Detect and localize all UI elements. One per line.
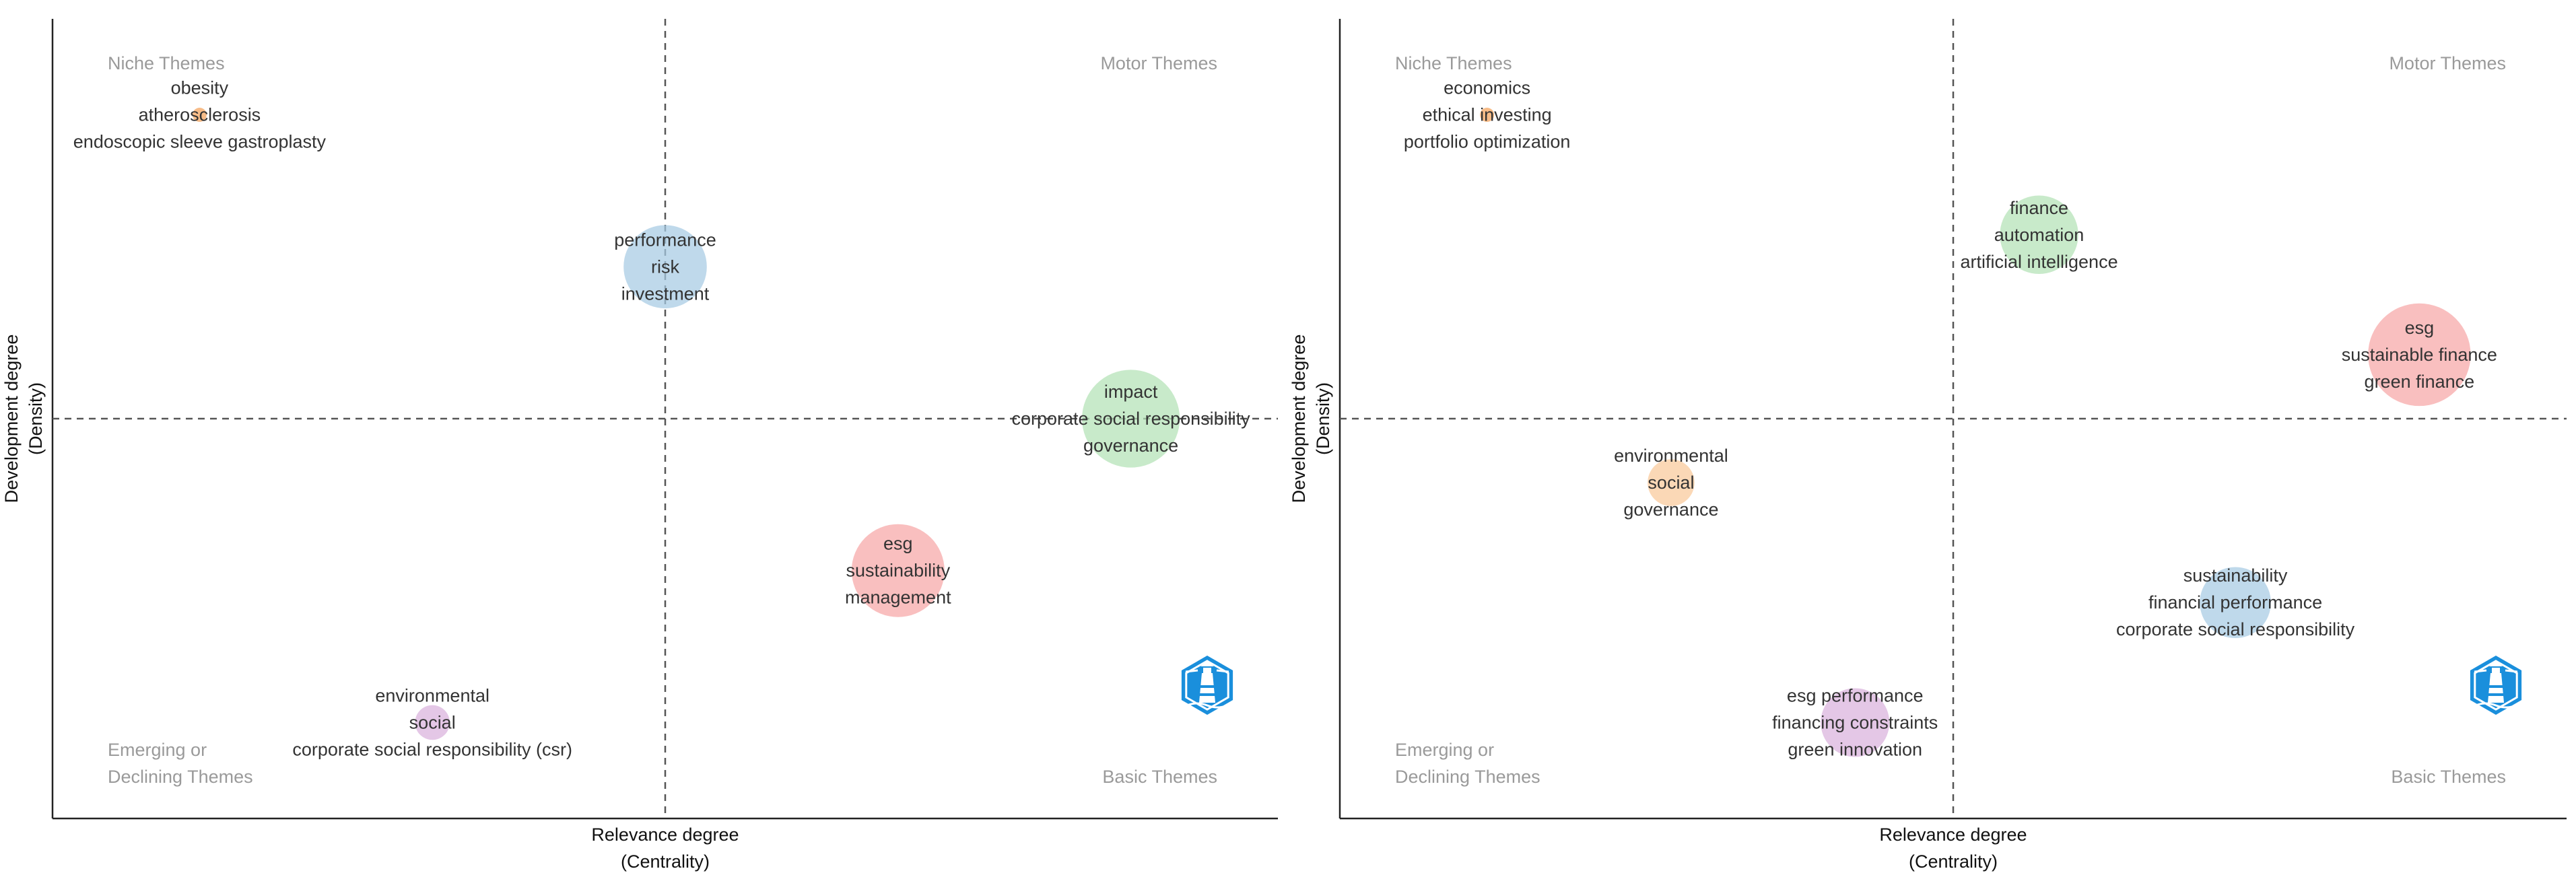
quadrant-label-emerging-declining: Emerging or Declining Themes — [108, 740, 253, 787]
quadrant-label-emerging-declining: Emerging or Declining Themes — [1395, 740, 1540, 787]
cluster-bubble — [1821, 688, 1890, 757]
cluster-bubble — [1480, 108, 1495, 123]
thematic-map-panel-1: Niche Themes Motor Themes Emerging or Decli… — [1, 19, 1278, 872]
cluster-bubble — [2000, 195, 2078, 274]
cluster-bubble — [623, 225, 707, 309]
cluster-label: performance risk investment — [614, 230, 716, 304]
cluster-label: esg performance financing constraints gree… — [1772, 685, 1938, 759]
cluster-label: environmental social governance — [1614, 446, 1728, 520]
cluster-label: economics ethical investing portfolio opti… — [1404, 78, 1571, 152]
cluster-label: environmental social corporate social resp… — [292, 685, 572, 759]
quadrant-label-motor: Motor Themes — [1100, 53, 1217, 73]
quadrant-label-basic: Basic Themes — [2391, 767, 2506, 787]
cluster-bubble — [2368, 303, 2471, 407]
cluster-bubble — [851, 524, 945, 617]
cluster-label: sustainability financial performance corpo… — [2116, 565, 2355, 639]
y-axis-title: Development degree (Density) — [1, 335, 46, 503]
cluster-label: obesity atherosclerosis endoscopic sleeve … — [73, 78, 327, 152]
cluster-label: impact corporate social responsibility gov… — [1012, 382, 1251, 456]
thematic-map-panel-2: Niche Themes Motor Themes Emerging or Decli… — [1289, 19, 2567, 872]
cluster-label: esg sustainable finance green finance — [2342, 318, 2497, 392]
cluster-bubble — [1648, 459, 1695, 506]
y-axis-title: Development degree (Density) — [1289, 335, 1333, 503]
cluster-label: esg sustainability management — [845, 534, 951, 608]
cluster-bubble — [2200, 567, 2271, 639]
cluster-bubble — [1082, 370, 1180, 468]
quadrant-label-motor: Motor Themes — [2389, 53, 2506, 73]
cluster-bubble — [192, 108, 207, 123]
quadrant-label-niche: Niche Themes — [108, 53, 225, 73]
quadrant-label-niche: Niche Themes — [1395, 53, 1512, 73]
x-axis-title: Relevance degree (Centrality) — [1879, 825, 2027, 872]
cluster-bubble — [415, 705, 450, 740]
quadrant-label-basic: Basic Themes — [1102, 767, 1217, 787]
lighthouse-icon — [1181, 656, 1233, 715]
cluster-label: finance automation artificial intelligence — [1960, 198, 2117, 272]
lighthouse-icon — [2470, 656, 2522, 715]
x-axis-title: Relevance degree (Centrality) — [591, 825, 739, 872]
